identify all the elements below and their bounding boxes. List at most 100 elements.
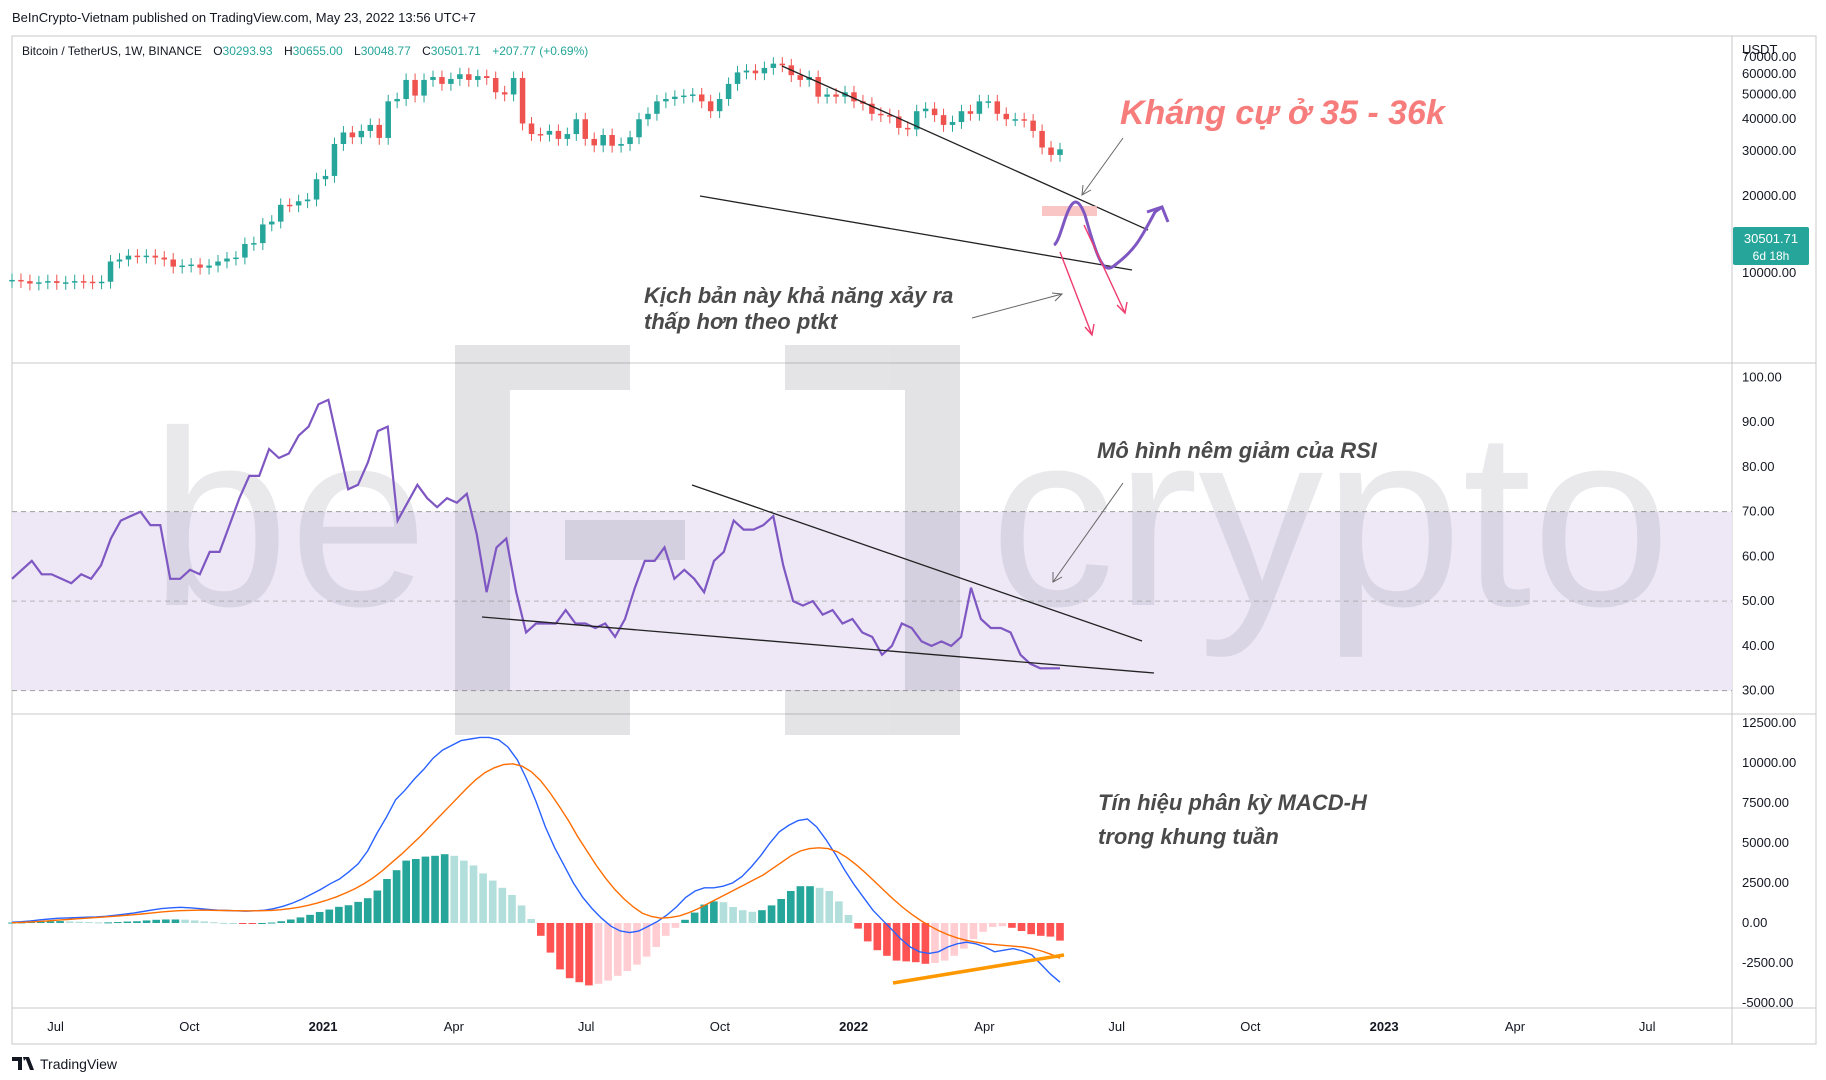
candle-body (779, 63, 786, 66)
rsi-pointer-head (1052, 572, 1063, 583)
candle-body (904, 127, 911, 130)
macd-histogram-bar (113, 922, 122, 924)
candle-body (922, 108, 929, 112)
macd-histogram-bar (335, 906, 343, 923)
time-tick-label: Jul (578, 1019, 595, 1034)
macd-histogram-bar (710, 901, 718, 923)
macd-histogram-bar (796, 886, 805, 923)
candle-body (313, 179, 320, 200)
rsi-tick-label: 60.00 (1742, 548, 1775, 563)
macd-histogram-bar (277, 921, 286, 923)
macd-histogram-bar (402, 860, 411, 923)
price-tick-label: 50000.00 (1742, 86, 1796, 101)
watermark-bracket-right-top (785, 345, 960, 390)
time-tick-label: 2023 (1370, 1019, 1399, 1034)
rsi-wedge-upper (691, 484, 1143, 642)
macd-divergence-line (892, 953, 1065, 985)
resistance-pointer (1081, 137, 1124, 196)
candle-body (89, 281, 96, 284)
candle-body (448, 78, 454, 84)
scenario-pointer (971, 293, 1063, 319)
ohlc-l-value: 30048.77 (361, 44, 411, 58)
macd-histogram-bar (873, 923, 882, 951)
macd-histogram-bar (700, 904, 709, 923)
price-axis: 10000.00 20000.00 30000.00 40000.00 50000.00… (1742, 49, 1796, 280)
macd-histogram-bar (287, 919, 295, 923)
scenario-red-arrowhead-2 (1116, 301, 1128, 315)
watermark-bracket-right (905, 345, 960, 735)
macd-histogram-bar (421, 856, 430, 923)
ohlc-l-label: L (354, 44, 361, 58)
candle-body (555, 130, 562, 139)
candle-body (98, 281, 105, 284)
macd-histogram-bar (777, 899, 785, 923)
candle-body (161, 257, 168, 260)
candle-body (421, 79, 427, 96)
candle-body (707, 101, 714, 112)
rsi-tick-label: 50.00 (1742, 593, 1775, 608)
macd-histogram-bar (363, 898, 372, 923)
macd-histogram-bar (998, 923, 1007, 927)
macd-histogram-bar (315, 911, 324, 923)
macd-histogram-bar (200, 921, 209, 923)
current-price-badge: 30501.71 6d 18h (1733, 227, 1809, 265)
candle-body (45, 281, 51, 283)
candle-body (537, 134, 544, 136)
watermark-left-text: be (150, 379, 428, 658)
candle-body (340, 132, 347, 144)
candle-body (331, 143, 338, 176)
macd-histogram-bar (883, 923, 891, 956)
candle-body (824, 94, 830, 97)
candle-body (1039, 130, 1045, 148)
macd-histogram-bar (911, 923, 920, 963)
candle-body (457, 74, 463, 79)
macd-histogram-bar (642, 923, 651, 957)
candle-body (725, 83, 732, 99)
tradingview-logo[interactable]: TradingView (12, 1056, 118, 1072)
macd-histogram-bar (863, 923, 872, 942)
rsi-annotation: Mô hình nêm giảm của RSI (1097, 438, 1378, 463)
candle-body (546, 130, 553, 135)
candle-body (9, 279, 15, 282)
rsi-plot (11, 398, 1060, 670)
candle-body (349, 132, 356, 138)
macd-histogram-bar (1046, 923, 1055, 937)
macd-histogram-bar (661, 923, 670, 936)
candle-body (80, 281, 87, 283)
candle-body (716, 98, 723, 112)
candle-body (483, 76, 490, 78)
macd-histogram-bar (431, 855, 439, 923)
macd-histogram-bar (1017, 923, 1026, 931)
macd-histogram-bar (681, 919, 689, 923)
price-tick-label: 40000.00 (1742, 111, 1796, 126)
macd-tick-label: 2500.00 (1742, 875, 1789, 890)
macd-histogram-bar (902, 923, 910, 962)
price-badge-countdown: 6d 18h (1753, 249, 1790, 263)
candle-body (215, 261, 221, 266)
macd-histogram-bar (921, 923, 930, 964)
macd-histogram-bar (123, 921, 132, 923)
macd-histogram-bar (162, 919, 170, 923)
macd-histogram-bar (142, 920, 151, 923)
macd-histogram-bar (671, 923, 680, 928)
candle-body (698, 94, 705, 102)
candle-body (564, 134, 571, 139)
macd-histogram-bar (546, 923, 555, 953)
macd-histogram-bar (460, 860, 468, 923)
macd-histogram-bar (1036, 923, 1045, 936)
candle-body (645, 113, 651, 120)
scenario-red-arrow-1 (1059, 251, 1093, 336)
macd-histogram-bar (940, 923, 949, 961)
time-tick-label: Apr (1505, 1019, 1526, 1034)
macd-histogram-bar (306, 914, 314, 923)
time-tick-label: Apr (444, 1019, 465, 1034)
macd-histogram-bar (440, 854, 449, 923)
time-tick-label: Jul (1108, 1019, 1125, 1034)
candle-body (1021, 119, 1027, 121)
candle-body (582, 119, 589, 139)
macd-histogram-bar (931, 923, 939, 963)
candle-body (116, 259, 123, 262)
candle-body (412, 79, 418, 96)
candle-body (179, 265, 185, 268)
